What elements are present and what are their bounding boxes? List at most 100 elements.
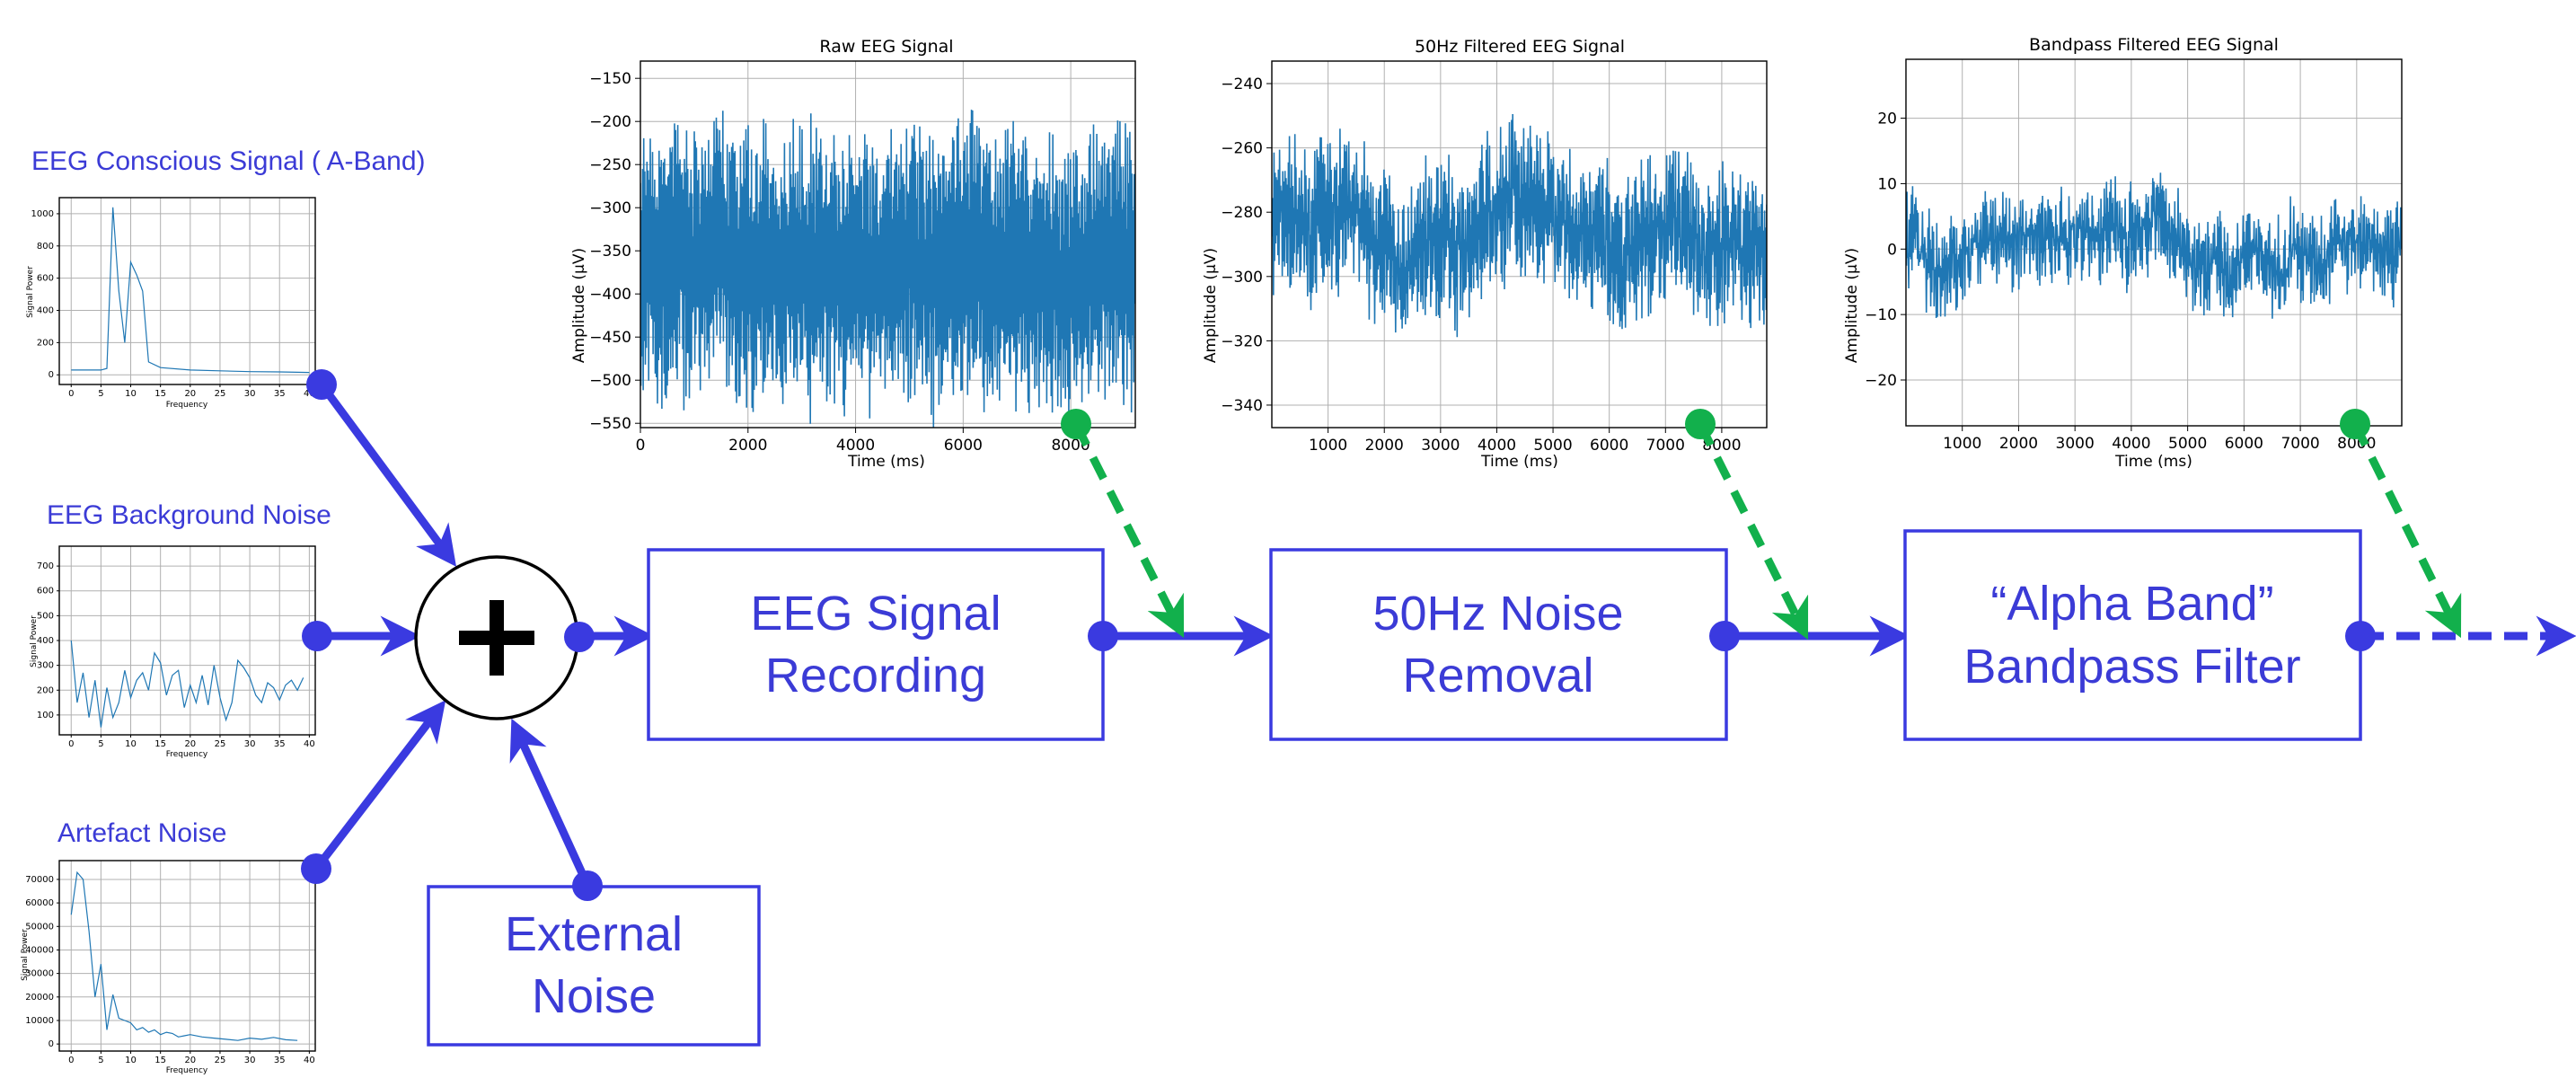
sum-output-dot [564,622,595,652]
y-tick-label: −20 [1865,372,1897,390]
summing-junction [414,555,579,720]
y-tick-label: −240 [1221,75,1263,93]
noise-removal-label-line1: 50Hz Noise [1372,587,1623,641]
x-tick-label: 6000 [1590,437,1628,455]
x-axis-label: Time (ms) [847,453,925,471]
grid [59,198,315,384]
y-tick-label: 200 [37,685,54,695]
background-spectrum-chart: Frequency Signal Power 0 5 10 15 20 25 30 35 40 1… [30,545,316,759]
series-line [70,640,304,728]
x-axis-label: Frequency [166,1066,208,1075]
noise-removal-block: 50Hz Noise Removal [1269,548,1728,741]
y-tick-label: 30000 [25,969,54,979]
x-tick-label: 35 [274,1056,286,1065]
y-tick-label: 20000 [25,993,54,1003]
series-line [640,110,1135,428]
artefact-output-dot [301,853,331,884]
y-tick-label: 10 [1877,175,1897,193]
external-noise-label-line2: Noise [532,969,656,1023]
external-to-sum-arrow [509,718,592,887]
x-tick-label: 10 [125,389,137,399]
y-tick-label: 500 [37,611,54,621]
x-axis-label: Frequency [166,750,208,759]
x-tick-label: 3000 [2056,435,2095,453]
y-tick-label: −150 [589,70,631,88]
y-axis-label: Signal Power [30,615,39,667]
y-tick-label: 400 [37,306,54,316]
filtered-tap-dot [1685,409,1716,439]
recording-block: EEG Signal Recording [647,548,1105,741]
y-tick-label: −500 [589,372,631,390]
signal-flow [313,382,2576,887]
y-tick-label: 300 [37,661,54,671]
x-tick-label: 25 [215,389,226,399]
x-tick-label: 4000 [2112,435,2150,453]
bandpass-tap-arrow [2351,422,2462,639]
x-tick-label: 1000 [1943,435,1981,453]
raw-eeg-chart: Raw EEG Signal Time (ms) Amplitude (μV) … [570,37,1136,471]
series-line [71,207,310,374]
chart-title: 50Hz Filtered EEG Signal [1415,37,1625,57]
bandpass-tap-dot [2340,409,2370,439]
y-tick-label: −300 [589,199,631,217]
bandpass-label-line1: “Alpha Band” [1990,577,2273,631]
x-tick-label: 20 [184,739,196,749]
x-tick-label: 10 [125,739,137,749]
y-tick-label: −280 [1221,204,1263,222]
x-tick-label: 0 [636,437,646,455]
bandpass-chart: Bandpass Filtered EEG Signal Time (ms) A… [1843,35,2403,471]
x-tick-label: 35 [274,389,286,399]
x-tick-label: 30 [244,389,256,399]
y-axis-label: Signal Power [21,929,30,981]
y-tick-label: 600 [37,274,54,284]
x-tick-label: 5 [98,739,103,749]
plot-frame [1271,60,1768,429]
y-tick-label: 50000 [25,922,54,932]
y-tick-label: 40000 [25,945,54,955]
background-output-dot [302,621,332,651]
y-tick-label: −340 [1221,397,1263,415]
background-noise-label: EEG Background Noise [47,500,331,530]
filtered-50hz-chart: 50Hz Filtered EEG Signal Time (ms) Ampli… [1202,37,1768,471]
x-axis-label: Time (ms) [2114,453,2192,471]
y-axis-label: Signal Power [26,266,35,318]
y-tick-label: 70000 [25,875,54,885]
artefact-noise-label: Artefact Noise [57,818,226,848]
x-axis-label: Time (ms) [1480,453,1558,471]
y-tick-label: 0 [49,370,54,380]
conscious-signal-label: EEG Conscious Signal ( A-Band) [31,146,426,176]
x-tick-label: 2000 [728,437,767,455]
grid [59,861,315,1051]
raw-tap-dot [1061,409,1091,439]
y-tick-label: 400 [37,636,54,646]
x-tick-label: 2000 [1365,437,1404,455]
series-line [1906,172,2402,319]
x-tick-label: 40 [304,1056,315,1065]
x-tick-label: 30 [244,1056,256,1065]
y-tick-label: −400 [589,286,631,304]
x-tick-label: 20 [184,1056,196,1065]
x-tick-label: 5 [98,389,103,399]
y-tick-label: −250 [589,156,631,174]
plot-frame [58,197,316,385]
y-tick-label: 20 [1877,110,1897,128]
y-tick-label: 700 [37,561,54,571]
raw-tap-arrow [1072,421,1185,639]
x-tick-label: 15 [154,739,166,749]
chart-title: Raw EEG Signal [819,37,953,57]
plot-frame [640,60,1136,429]
x-tick-label: 0 [68,1056,74,1065]
x-tick-label: 7000 [1646,437,1685,455]
x-tick-label: 7000 [2280,435,2319,453]
x-tick-label: 4000 [1478,437,1516,455]
y-tick-label: 0 [1887,241,1897,259]
plot-frame [1905,58,2403,427]
x-tick-label: 3000 [1421,437,1460,455]
x-tick-label: 4000 [836,437,875,455]
y-tick-label: −10 [1865,306,1897,324]
y-axis-label: Amplitude (μV) [570,248,588,363]
x-tick-label: 20 [184,389,196,399]
y-tick-label: −450 [589,329,631,347]
artefact-spectrum-chart: Frequency Signal Power 0 5 10 15 20 25 30 35 400… [21,860,316,1075]
